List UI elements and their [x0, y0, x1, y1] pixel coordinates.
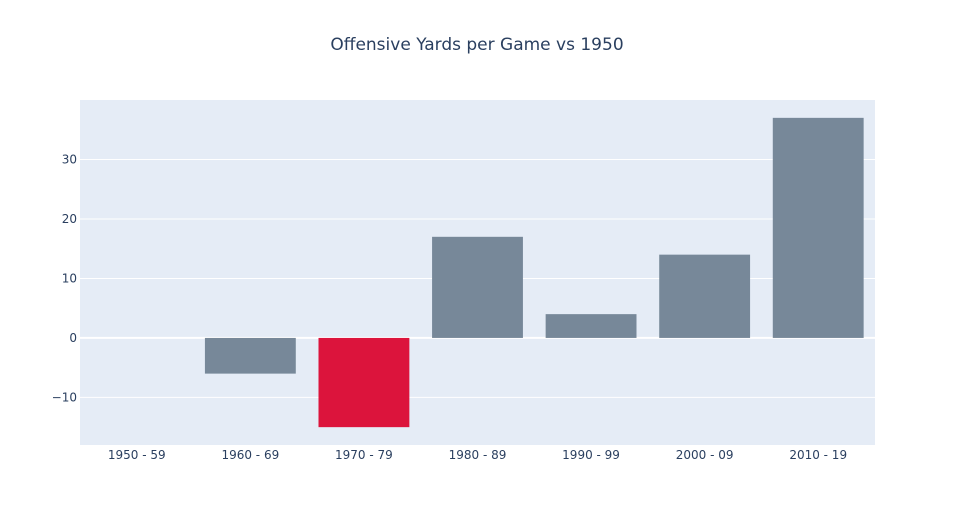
chart-title: Offensive Yards per Game vs 1950: [330, 35, 623, 55]
bar-2000-09[interactable]: [659, 254, 751, 338]
x-tick-label: 1950 - 59: [108, 448, 166, 462]
x-tick-label: 1980 - 89: [449, 448, 507, 462]
x-tick-label: 1970 - 79: [335, 448, 393, 462]
bar-2010-19[interactable]: [772, 117, 864, 338]
y-tick-label: −10: [52, 390, 77, 404]
x-tick-label: 1990 - 99: [562, 448, 620, 462]
bar-1990-99[interactable]: [545, 314, 637, 338]
bar-1980-89[interactable]: [432, 236, 523, 338]
bars: [204, 117, 864, 428]
x-tick-label: 2000 - 09: [676, 448, 734, 462]
y-tick-label: 30: [62, 152, 77, 166]
y-tick-label: 10: [62, 271, 77, 285]
y-axis-ticks: −10 0 10 20 30: [52, 152, 77, 404]
bar-1970-79[interactable]: [318, 337, 410, 428]
x-tick-label: 2010 - 19: [789, 448, 847, 462]
x-axis-ticks: 1950 - 59 1960 - 69 1970 - 79 1980 - 89 1990…: [108, 448, 847, 462]
y-tick-label: 20: [62, 212, 77, 226]
y-tick-label: 0: [69, 331, 77, 345]
bar-1960-69[interactable]: [204, 337, 296, 374]
x-tick-label: 1960 - 69: [221, 448, 279, 462]
